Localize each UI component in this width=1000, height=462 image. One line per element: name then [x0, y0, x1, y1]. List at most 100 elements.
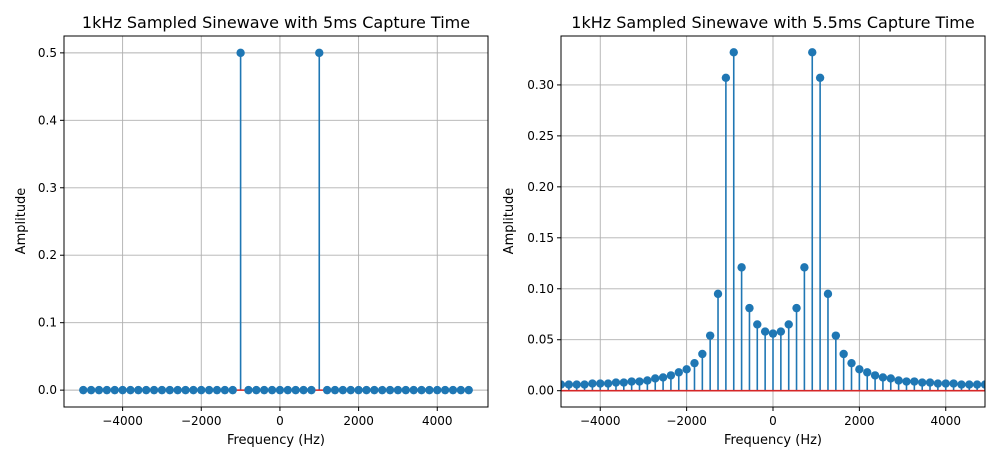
stem-marker	[674, 368, 683, 377]
y-tick-label: 0.20	[527, 180, 554, 194]
axes-frame	[63, 35, 489, 408]
stem-marker	[464, 385, 473, 395]
stem-marker	[831, 331, 841, 340]
x-tick-label: 0	[276, 414, 284, 428]
plot-area: −4000 −2000 0 2000 4000 0.0 0.1 0.2 0.3 0.4 0.5	[38, 35, 489, 428]
stem-marker	[228, 385, 237, 395]
stem-marker	[401, 385, 410, 395]
stem-marker	[362, 385, 371, 395]
stem-marker	[753, 320, 762, 329]
chart-left: 1kHz Sampled Sinewave with 5ms Capture T…	[14, 13, 489, 448]
stem-marker	[338, 385, 348, 395]
y-axis-label: Amplitude	[14, 188, 29, 255]
stem-marker	[878, 373, 888, 382]
stem-marker	[666, 371, 676, 380]
stem-marker	[283, 385, 292, 395]
stem-marker	[181, 385, 190, 395]
stem-marker	[596, 379, 605, 388]
stem-marker	[440, 385, 450, 395]
stem-marker	[564, 380, 574, 389]
y-tick-label: 0.5	[38, 46, 57, 60]
stem-marker	[776, 327, 786, 336]
x-tick-label: 4000	[422, 414, 453, 428]
stem-marker	[149, 385, 159, 395]
stem-marker	[627, 377, 636, 386]
stem-marker	[572, 380, 581, 389]
stem-marker	[808, 48, 817, 57]
stem-marker	[800, 263, 809, 272]
stem-marker	[847, 358, 856, 368]
stem-marker	[949, 379, 958, 388]
stem-marker	[588, 379, 597, 388]
stem-marker	[110, 385, 119, 395]
stem-marker	[737, 263, 746, 272]
y-tick-label: 0.10	[527, 282, 554, 296]
stem-marker	[619, 378, 628, 387]
stem-marker	[189, 385, 198, 395]
stem-marker	[244, 385, 253, 395]
stem-marker	[651, 374, 660, 383]
stem-marker	[815, 73, 825, 82]
stem-marker	[745, 303, 754, 313]
stem-marker	[370, 385, 379, 395]
stem-marker	[561, 380, 566, 389]
chart-title: 1kHz Sampled Sinewave with 5ms Capture T…	[82, 13, 470, 32]
x-axis-label: Frequency (Hz)	[724, 433, 822, 448]
stem-marker	[603, 379, 613, 388]
stem-marker	[643, 376, 652, 385]
stem-marker	[354, 385, 363, 395]
stem-marker	[197, 385, 206, 395]
stem-marker	[635, 377, 644, 386]
y-tick-label: 0.0	[38, 383, 57, 397]
stem-marker	[165, 385, 175, 395]
stem-marker	[698, 349, 707, 359]
stem-marker	[433, 385, 442, 395]
stem-marker	[425, 385, 434, 395]
stem-marker	[102, 385, 112, 395]
stem-marker	[658, 373, 668, 382]
stem-marker	[220, 385, 230, 395]
stem-marker	[910, 377, 919, 386]
stem-marker	[456, 385, 466, 395]
stem-marker	[267, 385, 277, 395]
x-tick-label: 2000	[343, 414, 374, 428]
stem-marker	[792, 303, 801, 313]
stem-marker	[886, 374, 895, 383]
stem-marker	[980, 380, 985, 389]
stem-marker	[957, 380, 966, 389]
stem-marker	[377, 385, 387, 395]
stem-marker	[823, 289, 833, 299]
stem-marker	[94, 385, 104, 395]
x-tick-label: −4000	[102, 414, 143, 428]
stem-marker	[870, 371, 880, 380]
stem-marker	[409, 385, 418, 395]
y-tick-label: 0.15	[527, 231, 554, 245]
stem-marker	[965, 380, 974, 389]
stem-marker	[580, 380, 589, 389]
stem-marker	[933, 379, 943, 388]
stem-marker	[855, 365, 864, 374]
stem-marker	[448, 385, 458, 395]
stem-marker	[417, 385, 426, 395]
stem-marker	[393, 385, 403, 395]
x-tick-label: −2000	[666, 414, 707, 428]
stem-marker	[690, 358, 699, 368]
stem-marker	[729, 48, 738, 57]
chart-title: 1kHz Sampled Sinewave with 5.5ms Capture…	[571, 13, 974, 32]
stem-marker	[784, 320, 793, 329]
stem-marker	[941, 379, 950, 388]
y-axis-label: Amplitude	[502, 188, 517, 255]
stem-marker	[346, 385, 355, 395]
stem-marker	[307, 385, 316, 395]
stem-marker	[902, 377, 911, 386]
data-layer	[561, 48, 985, 392]
data-layer	[79, 48, 473, 395]
stem-marker	[705, 331, 715, 340]
stem-marker	[212, 385, 222, 395]
x-tick-label: −4000	[580, 414, 621, 428]
stem-marker	[134, 385, 143, 395]
stem-marker	[315, 48, 324, 58]
stem-marker	[236, 48, 245, 58]
stem-marker	[760, 327, 770, 336]
